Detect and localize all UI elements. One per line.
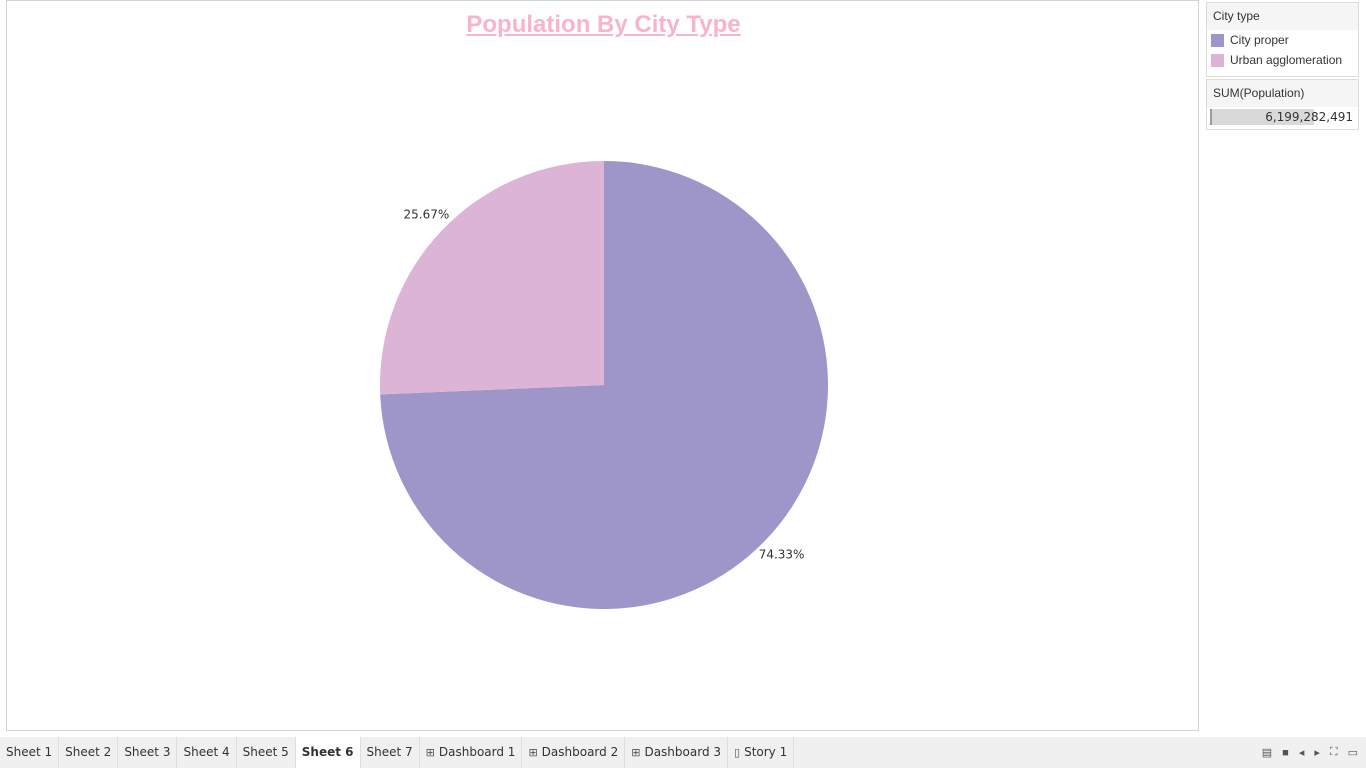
tab-label: Sheet 1: [6, 745, 53, 759]
size-legend-title: SUM(Population): [1207, 80, 1358, 107]
tab-sheet-7[interactable]: Sheet 7: [361, 737, 420, 768]
size-legend-bar-container: 6,199,282,491: [1210, 107, 1355, 127]
legend-swatch-urban-agglomeration: [1211, 53, 1224, 67]
tab-label: Sheet 2: [65, 745, 112, 759]
tab-label: Dashboard 2: [541, 745, 619, 759]
size-legend: SUM(Population) 6,199,282,491: [1206, 79, 1359, 130]
sheet-tabs: Sheet 1 Sheet 2 Sheet 3 Sheet 4 Sheet 5 Sheet…: [0, 737, 795, 768]
pie-slice-urban-agglomeration[interactable]: [380, 161, 604, 395]
tab-sheet-3[interactable]: Sheet 3: [118, 737, 178, 768]
tab-label: Dashboard 1: [438, 745, 516, 759]
tab-label: Sheet 7: [366, 745, 413, 759]
fullscreen-icon[interactable]: ⛶: [1329, 746, 1338, 758]
show-tabs-icon[interactable]: ■: [1282, 746, 1289, 759]
tab-dashboard-1[interactable]: ⊞ Dashboard 1: [420, 737, 523, 768]
data-label-urban-agglomeration: 25.67%: [404, 207, 450, 221]
tab-sheet-6[interactable]: Sheet 6: [295, 737, 361, 768]
tab-label: Story 1: [744, 745, 788, 759]
story-icon: ▯: [734, 746, 741, 759]
color-legend-title: City type: [1207, 3, 1358, 30]
legend-label-urban-agglomeration: Urban agglomeration: [1230, 53, 1343, 67]
sheet-tab-bar: Sheet 1 Sheet 2 Sheet 3 Sheet 4 Sheet 5 Sheet…: [0, 737, 1366, 768]
dashboard-icon: ⊞: [425, 746, 435, 759]
tab-sheet-1[interactable]: Sheet 1: [0, 737, 60, 768]
color-legend: City type City proper Urban agglomeratio…: [1206, 2, 1359, 77]
presentation-mode-icon[interactable]: ▭: [1347, 747, 1358, 759]
pie-slice-city-proper[interactable]: [380, 161, 828, 609]
dashboard-icon: ⊞: [631, 746, 641, 759]
tab-label: Dashboard 3: [644, 745, 722, 759]
tab-sheet-5[interactable]: Sheet 5: [237, 737, 296, 768]
tab-sheet-2[interactable]: Sheet 2: [59, 737, 119, 768]
legend-item-urban-agglomeration[interactable]: Urban agglomeration: [1207, 50, 1358, 70]
worksheet-view: Population By City Type 74.33% 25.67%: [6, 0, 1199, 731]
tab-label: Sheet 6: [301, 745, 354, 759]
data-label-city-proper: 74.33%: [759, 548, 805, 562]
legend-item-city-proper[interactable]: City proper: [1207, 30, 1358, 50]
tab-dashboard-2[interactable]: ⊞ Dashboard 2: [522, 737, 626, 768]
tab-story-1[interactable]: ▯ Story 1: [728, 737, 795, 768]
show-filmstrip-icon[interactable]: ▤: [1261, 747, 1273, 759]
tab-label: Sheet 5: [242, 745, 289, 759]
tab-sheet-4[interactable]: Sheet 4: [177, 737, 237, 768]
pie-chart: 74.33% 25.67%: [380, 161, 828, 609]
tab-bar-controls: ▤ ■ ◂ ▸ ⛶ ▭: [1262, 737, 1358, 768]
chart-title: Population By City Type: [466, 11, 741, 38]
next-sheet-icon[interactable]: ▸: [1314, 747, 1320, 759]
tab-label: Sheet 3: [124, 745, 171, 759]
size-legend-value: 6,199,282,491: [1265, 110, 1353, 124]
dashboard-icon: ⊞: [528, 746, 538, 759]
size-legend-bar: [1210, 109, 1314, 125]
previous-sheet-icon[interactable]: ◂: [1298, 747, 1305, 759]
legend-swatch-city-proper: [1211, 33, 1224, 47]
tab-label: Sheet 4: [183, 745, 230, 759]
legend-label-city-proper: City proper: [1230, 33, 1289, 47]
tab-dashboard-3[interactable]: ⊞ Dashboard 3: [625, 737, 729, 768]
